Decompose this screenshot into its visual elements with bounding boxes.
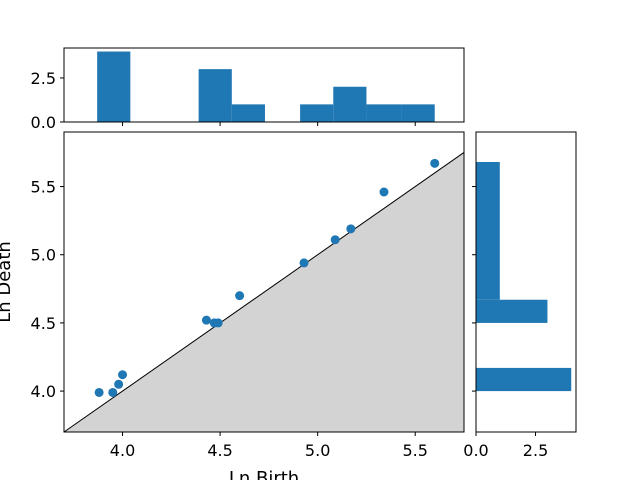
x-tick-label: 4.5	[207, 441, 232, 460]
y-tick-label: 0.0	[31, 113, 56, 132]
y-tick-label: 5.5	[31, 178, 56, 197]
histogram-bar	[401, 104, 435, 122]
histogram-bar	[231, 104, 265, 122]
histogram-bar	[476, 367, 572, 392]
x-tick-label: 4.0	[110, 441, 135, 460]
right-histogram-frame	[475, 131, 577, 433]
right-histogram: 0.0 2.5	[463, 131, 577, 460]
histogram-bar	[333, 86, 367, 122]
y-tick-label: 4.5	[31, 314, 56, 333]
main-scatter-plot: 4.0 4.5 5.0 5.5 4.0 4.5 5.0 5.5 Ln Birth Ln De…	[0, 131, 465, 484]
histogram-bar	[97, 51, 131, 122]
top-histogram: 0.0 2.5	[31, 47, 465, 132]
y-tick-label: 2.5	[31, 69, 56, 88]
x-tick-label: 0.0	[463, 441, 488, 460]
histogram-bar	[476, 162, 500, 300]
x-axis-label: Ln Birth	[229, 468, 299, 480]
y-axis-label: Ln Death	[0, 241, 15, 323]
scatter-point	[379, 187, 389, 197]
scatter-point	[430, 158, 440, 168]
scatter-point	[330, 235, 340, 245]
scatter-point	[299, 258, 309, 268]
scatter-point	[108, 387, 118, 397]
x-tick-label: 5.5	[402, 441, 427, 460]
scatter-point	[94, 387, 104, 397]
y-tick-label: 4.0	[31, 382, 56, 401]
y-tick-label: 5.0	[31, 246, 56, 265]
scatter-point	[114, 379, 124, 389]
main-plot-frame	[63, 131, 465, 433]
histogram-bar	[300, 104, 334, 122]
top-histogram-frame	[63, 47, 465, 123]
scatter-point	[346, 224, 356, 234]
x-tick-label: 5.0	[305, 441, 330, 460]
x-tick-label: 2.5	[523, 441, 548, 460]
scatter-point	[213, 318, 223, 328]
histogram-bar	[366, 104, 402, 122]
diagonal-line	[63, 152, 465, 433]
histogram-bar	[476, 299, 548, 323]
histogram-bar	[198, 69, 232, 122]
scatter-point	[118, 370, 128, 380]
scatter-point	[201, 315, 211, 325]
scatter-point	[235, 291, 245, 301]
